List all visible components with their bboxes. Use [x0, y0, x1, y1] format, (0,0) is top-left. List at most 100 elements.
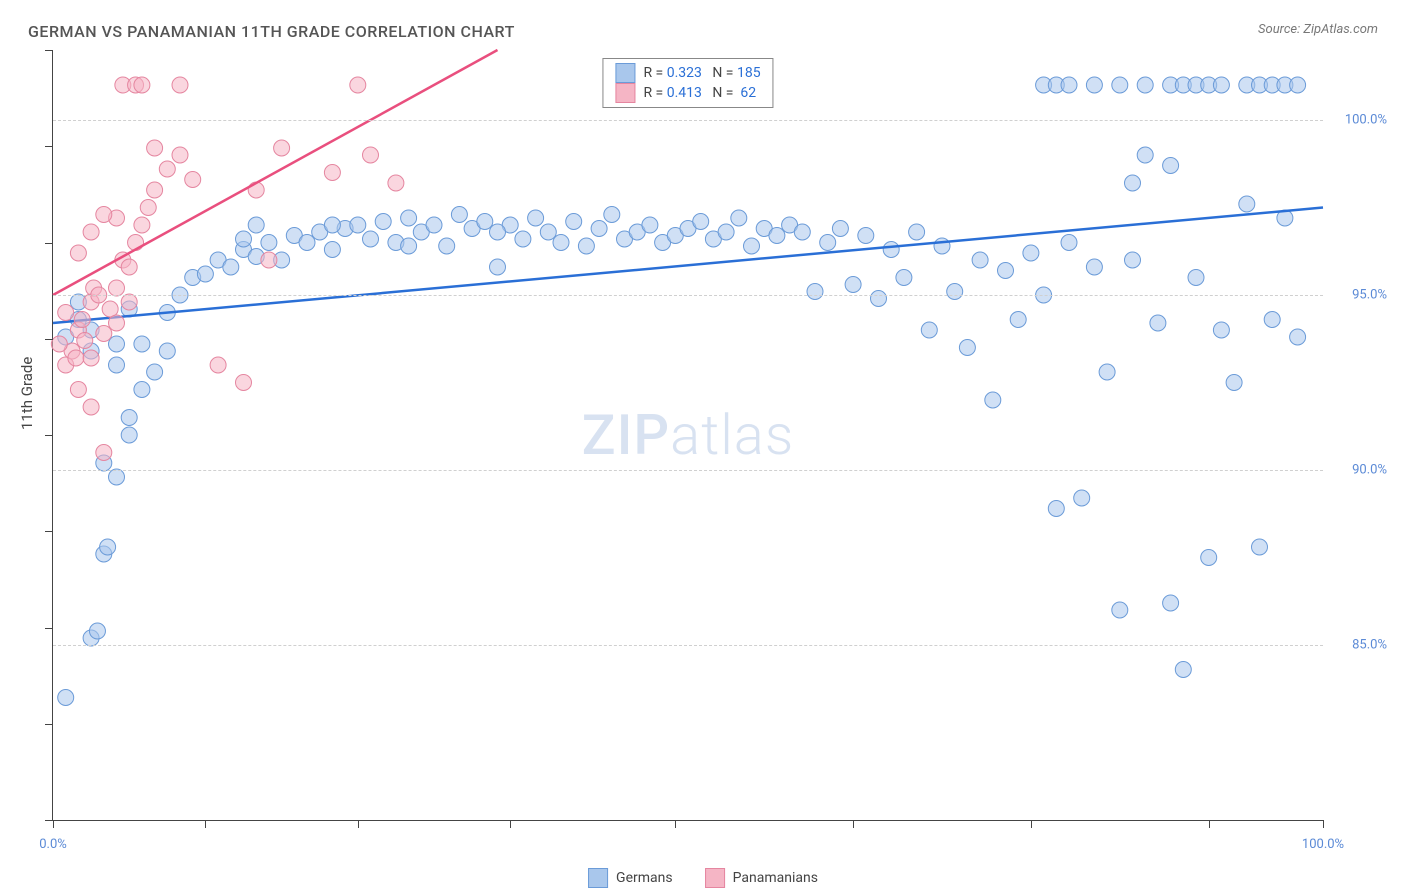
data-point [121, 259, 137, 275]
data-point [134, 336, 150, 352]
data-point [1201, 550, 1217, 566]
data-point [642, 217, 658, 233]
data-point [1252, 539, 1268, 555]
data-point [693, 214, 709, 230]
data-point [1023, 245, 1039, 261]
data-point [83, 350, 99, 366]
data-point [578, 238, 594, 254]
data-point [109, 357, 125, 373]
x-tick-mark [205, 820, 206, 828]
data-point [274, 140, 290, 156]
data-point [794, 224, 810, 240]
data-point [96, 326, 112, 342]
data-point [1290, 329, 1306, 345]
series-legend: GermansPanamanians [588, 868, 818, 888]
x-tick-mark [675, 820, 676, 828]
data-point [451, 207, 467, 223]
data-point [566, 214, 582, 230]
data-point [109, 315, 125, 331]
y-tick-label: 85.0% [1352, 638, 1387, 653]
data-point [172, 77, 188, 93]
data-point [1150, 315, 1166, 331]
data-point [210, 357, 226, 373]
y-tick-mark [45, 628, 53, 629]
y-tick-mark [45, 435, 53, 436]
data-point [324, 242, 340, 258]
gridline [53, 120, 1323, 121]
data-point [388, 175, 404, 191]
legend-item: Panamanians [705, 868, 818, 888]
data-point [553, 235, 569, 251]
data-point [591, 221, 607, 237]
data-point [439, 238, 455, 254]
data-point [1163, 158, 1179, 174]
data-point [998, 263, 1014, 279]
data-point [83, 224, 99, 240]
data-point [261, 235, 277, 251]
y-tick-mark [45, 50, 53, 51]
x-tick-mark [510, 820, 511, 828]
data-point [896, 270, 912, 286]
data-point [109, 280, 125, 296]
chart-plot-area: R = 0.323 N = 185R = 0.413 N = 62 ZIPatl… [52, 50, 1323, 821]
stats-legend: R = 0.323 N = 185R = 0.413 N = 62 [602, 58, 773, 108]
stats-legend-row: R = 0.413 N = 62 [615, 83, 760, 103]
data-point [68, 350, 84, 366]
gridline [53, 470, 1323, 471]
data-point [1112, 602, 1128, 618]
data-point [134, 217, 150, 233]
data-point [718, 224, 734, 240]
data-point [324, 217, 340, 233]
data-point [959, 340, 975, 356]
data-point [540, 224, 556, 240]
data-point [871, 291, 887, 307]
gridline [53, 645, 1323, 646]
data-point [185, 172, 201, 188]
data-point [134, 382, 150, 398]
source-label: Source: ZipAtlas.com [1258, 22, 1378, 37]
data-point [375, 214, 391, 230]
data-point [140, 200, 156, 216]
data-point [1086, 77, 1102, 93]
data-point [70, 382, 86, 398]
data-point [1226, 375, 1242, 391]
data-point [845, 277, 861, 293]
legend-swatch [705, 868, 725, 888]
data-point [350, 217, 366, 233]
data-point [477, 214, 493, 230]
data-point [121, 294, 137, 310]
y-tick-mark [45, 339, 53, 340]
data-point [515, 231, 531, 247]
data-point [909, 224, 925, 240]
data-point [134, 77, 150, 93]
data-point [1061, 77, 1077, 93]
chart-svg [53, 50, 1323, 820]
data-point [528, 210, 544, 226]
y-tick-mark [45, 146, 53, 147]
y-tick-mark [45, 531, 53, 532]
data-point [109, 336, 125, 352]
x-tick-label: 0.0% [39, 837, 67, 852]
data-point [972, 252, 988, 268]
data-point [147, 140, 163, 156]
data-point [58, 305, 74, 321]
data-point [147, 364, 163, 380]
data-point [858, 228, 874, 244]
y-tick-label: 90.0% [1352, 463, 1387, 478]
data-point [1290, 77, 1306, 93]
chart-title: GERMAN VS PANAMANIAN 11TH GRADE CORRELAT… [28, 22, 515, 41]
data-point [1264, 312, 1280, 328]
data-point [490, 224, 506, 240]
data-point [363, 147, 379, 163]
data-point [401, 210, 417, 226]
data-point [96, 445, 112, 461]
data-point [807, 284, 823, 300]
data-point [604, 207, 620, 223]
data-point [1213, 322, 1229, 338]
x-tick-mark [53, 820, 54, 828]
legend-swatch [615, 83, 635, 103]
data-point [1137, 77, 1153, 93]
data-point [109, 469, 125, 485]
y-tick-label: 95.0% [1352, 288, 1387, 303]
y-tick-mark [45, 724, 53, 725]
